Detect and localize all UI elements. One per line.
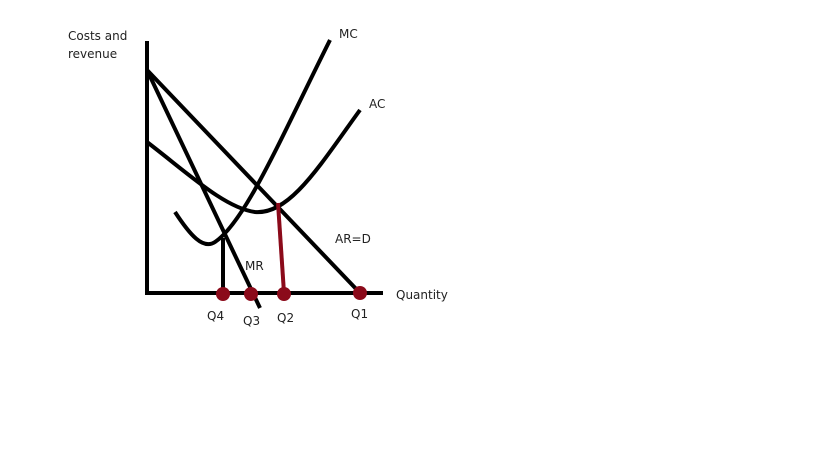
- q4-label: Q4: [207, 309, 225, 323]
- mc-label: MC: [339, 27, 358, 41]
- ar-demand-curve: [145, 68, 362, 295]
- ar-label: AR=D: [335, 232, 371, 246]
- mc-curve: [173, 39, 332, 246]
- ac-label: AC: [369, 97, 386, 111]
- y-axis-label: Costs and revenue: [68, 27, 158, 63]
- q1-label: Q1: [351, 307, 369, 321]
- ac-curve: [145, 108, 362, 215]
- q3-marker: [244, 287, 258, 301]
- q2-vertical: [276, 202, 286, 294]
- q2-label: Q2: [277, 311, 295, 325]
- x-axis-label: Quantity: [396, 288, 448, 302]
- q1-marker: [353, 286, 367, 300]
- q3-label: Q3: [243, 314, 261, 328]
- mr-curve: [145, 69, 262, 309]
- y-axis-label-line1: Costs and: [68, 29, 128, 43]
- mr-label: MR: [245, 259, 264, 273]
- y-axis-label-line2: revenue: [68, 47, 118, 61]
- q4-marker: [216, 287, 230, 301]
- q2-marker: [277, 287, 291, 301]
